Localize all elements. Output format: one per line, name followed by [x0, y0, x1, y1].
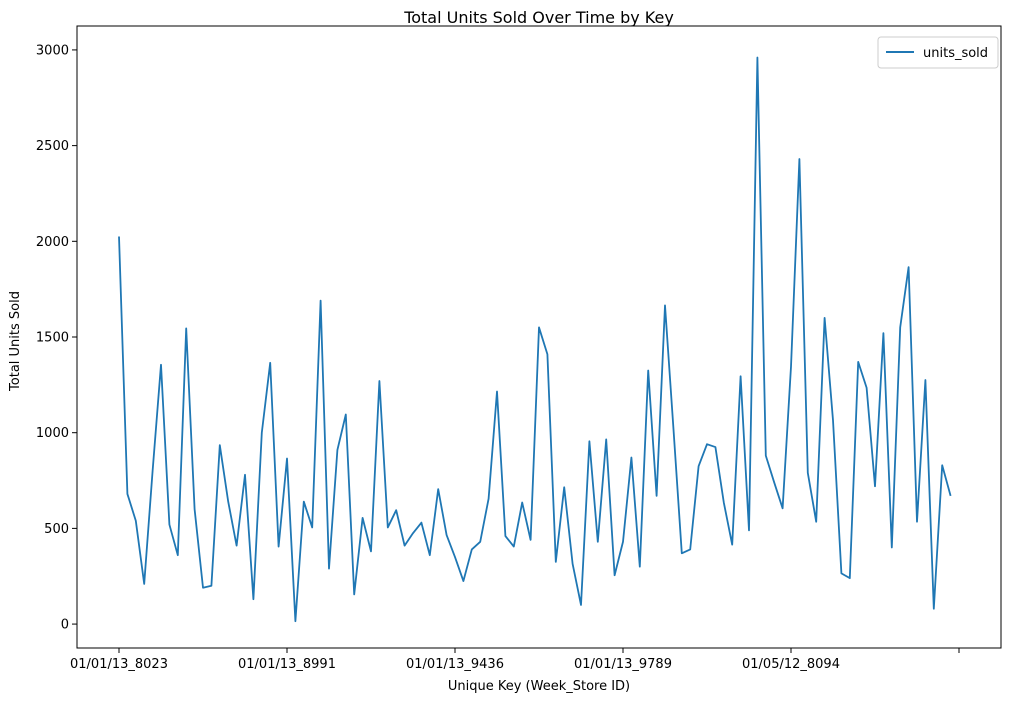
y-tick-label: 500: [44, 522, 69, 537]
x-tick-label: 01/01/13_8991: [238, 657, 336, 672]
legend: units_sold: [877, 36, 999, 69]
x-tick-label: 01/01/13_9789: [574, 657, 672, 672]
legend-box: [877, 36, 999, 69]
series-layer: [118, 56, 952, 623]
y-axis-ticks: 0 500 1000 1500 2000 2500 3000: [36, 43, 77, 633]
legend-label: units_sold: [923, 46, 988, 61]
y-axis-label: Total Units Sold: [8, 291, 23, 392]
y-tick-label: 1500: [36, 331, 69, 346]
x-tick-label: 01/01/13_9436: [406, 657, 504, 672]
y-tick-label: 2000: [36, 235, 69, 250]
y-tick-label: 0: [61, 618, 69, 633]
x-tick-label: 01/05/12_8094: [742, 657, 840, 672]
y-tick-label: 2500: [36, 139, 69, 154]
x-axis-ticks: 01/01/13_8023 01/01/13_8991 01/01/13_9436 0…: [70, 648, 960, 672]
series-line-units_sold: [118, 56, 952, 623]
y-tick-label: 3000: [36, 43, 69, 58]
chart-title: Total Units Sold Over Time by Key: [403, 8, 674, 27]
x-axis-label: Unique Key (Week_Store ID): [448, 679, 630, 694]
y-tick-label: 1000: [36, 426, 69, 441]
x-tick-label: 01/01/13_8023: [70, 657, 168, 672]
